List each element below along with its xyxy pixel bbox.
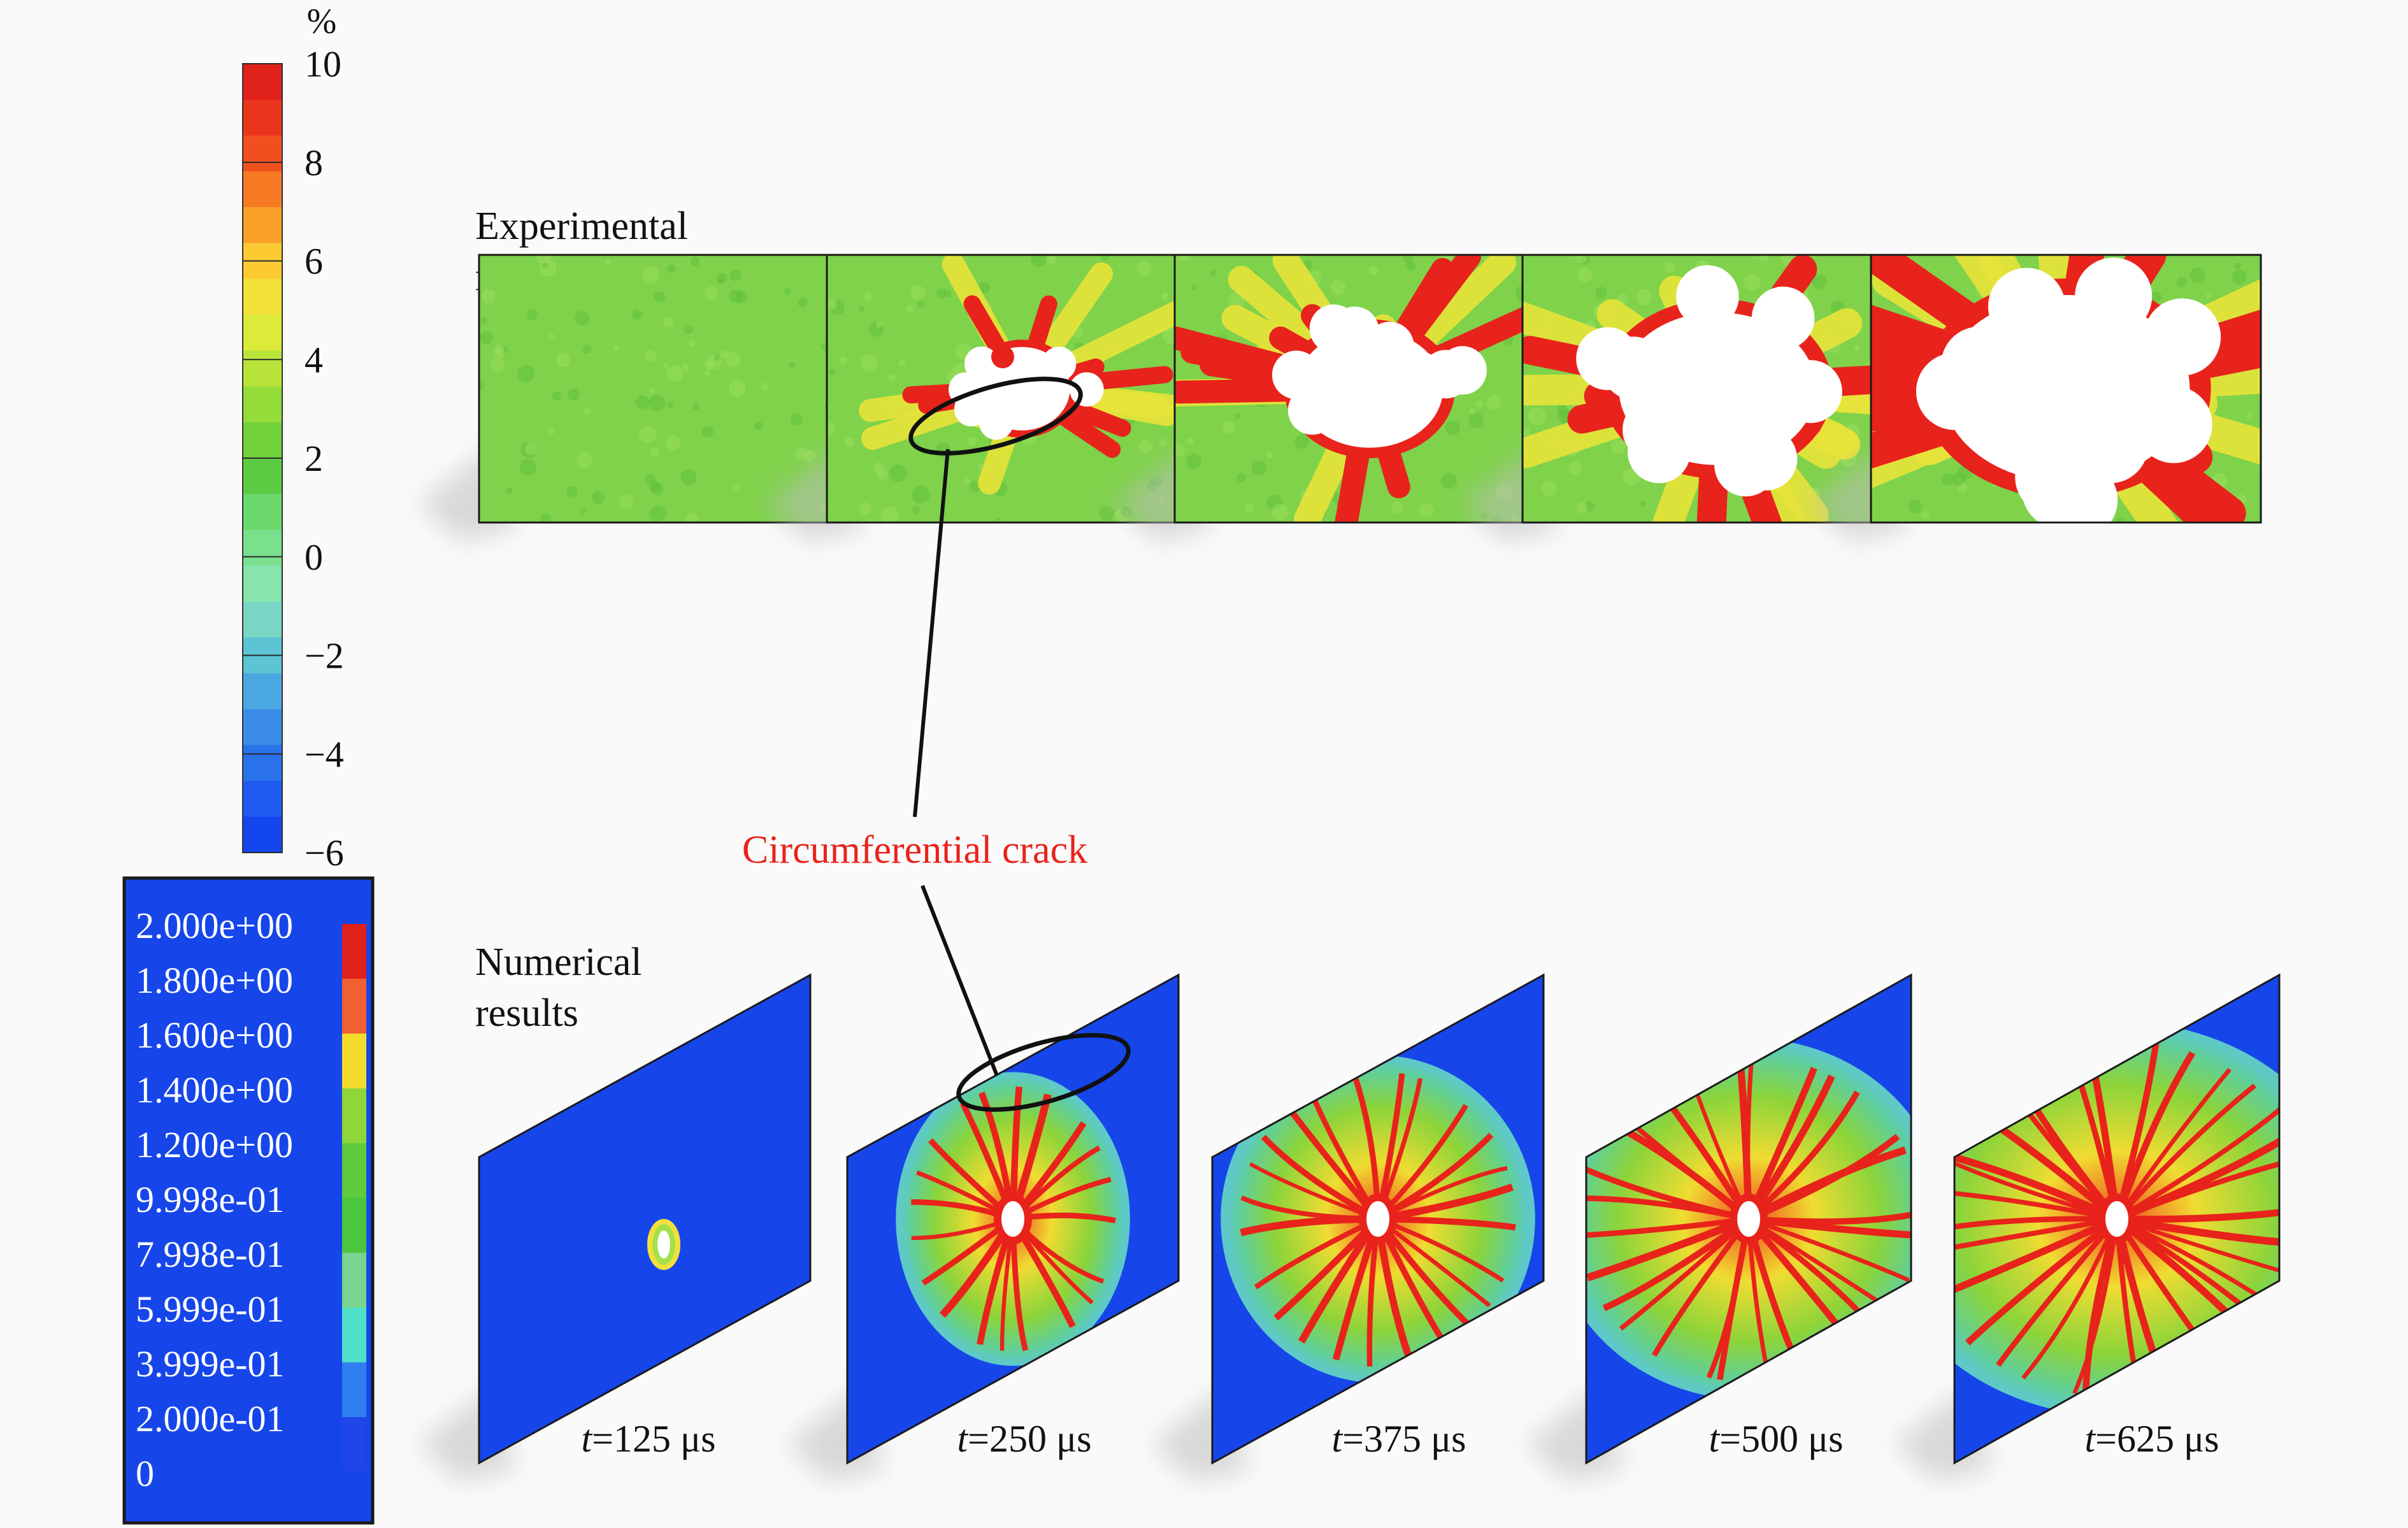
- crack-annotation: Circumferential crack: [742, 377, 1131, 1112]
- exp-panel-1: [419, 254, 870, 542]
- leader-line-top: [913, 449, 950, 818]
- colorbar-swatch: [243, 135, 282, 172]
- legend-label: 1.800e+00: [136, 960, 293, 1001]
- colorbar-tick-label: 6: [305, 241, 323, 282]
- legend-label: 1.200e+00: [136, 1124, 293, 1165]
- legend-swatch: [342, 1417, 366, 1472]
- legend-label: 5.999e-01: [136, 1288, 285, 1330]
- colorbar-swatch: [243, 458, 282, 495]
- num-panel-3: [1152, 973, 1545, 1482]
- legend-swatch: [342, 1198, 366, 1253]
- colorbar-swatch: [243, 64, 282, 101]
- colorbar-swatch: [243, 530, 282, 566]
- time-label-4: t=500 μs: [1709, 1418, 1843, 1460]
- legend-label: 2.000e-01: [136, 1398, 285, 1439]
- exp-panel-3: [1114, 254, 1566, 542]
- colorbar-tick-label: 4: [305, 339, 323, 380]
- colorbar-tick-label: 8: [305, 142, 323, 184]
- crack-ellipse-numerical: [956, 1033, 1131, 1112]
- legend-swatch: [342, 1034, 366, 1088]
- colorbar-swatch: [243, 99, 282, 136]
- legend-swatch: [342, 979, 366, 1034]
- legend-box: [122, 876, 375, 1525]
- time-label-3: t=375 μs: [1331, 1418, 1466, 1460]
- circumferential-crack-label: Circumferential crack: [742, 828, 1087, 872]
- legend-label: 1.400e+00: [136, 1069, 293, 1111]
- colorbar-swatch: [243, 745, 282, 782]
- damage-legend: 2.000e+00 1.800e+00 1.600e+00 1.400e+00 1.20…: [122, 876, 375, 1525]
- time-label-1: t=125 μs: [581, 1418, 715, 1460]
- colorbar-tick-label: 0: [305, 537, 323, 578]
- exp-panel-4: [1462, 254, 1914, 542]
- colorbar-unit-label: %: [307, 2, 337, 41]
- num-panel-1: [419, 973, 812, 1482]
- exp-panel-5: [1810, 254, 2262, 542]
- legend-swatch: [342, 1088, 366, 1143]
- colorbar-swatch: [243, 494, 282, 531]
- legend-label: 0: [136, 1453, 154, 1494]
- colorbar-swatch: [243, 565, 282, 603]
- colorbar-swatch: [243, 207, 282, 244]
- colorbar-tick-label: −6: [305, 832, 344, 874]
- exp-panel-2: [766, 254, 1218, 542]
- colorbar-swatch: [243, 422, 282, 459]
- crack-ellipse-experimental: [908, 377, 1083, 456]
- colorbar-tick-labels: 10 8 6 4 2 0 −2 −4 −6: [305, 43, 344, 874]
- colorbar-swatch: [243, 673, 282, 710]
- legend-swatch: [342, 1362, 366, 1417]
- legend-label: 1.600e+00: [136, 1014, 293, 1056]
- colorbar-tick-label: −2: [305, 635, 344, 677]
- legend-label: 7.998e-01: [136, 1234, 285, 1275]
- colorbar-tick-label: 2: [305, 438, 323, 479]
- colorbar-swatch: [243, 171, 282, 208]
- time-labels: t=125 μs t=250 μs t=375 μs t=500 μs t=625 μs: [581, 1418, 2219, 1460]
- colorbar-swatch: [243, 781, 282, 818]
- num-panel-2: [787, 973, 1180, 1482]
- legend-swatch: [342, 1308, 366, 1362]
- colorbar-swatch: [243, 602, 282, 638]
- legend-swatch: [342, 1253, 366, 1308]
- time-label-5: t=625 μs: [2084, 1418, 2219, 1460]
- strain-colorbar: [242, 63, 283, 853]
- numerical-panels: [419, 973, 2281, 1482]
- num-panel-4: [1526, 973, 1912, 1482]
- legend-swatch: [342, 1143, 366, 1198]
- colorbar-tick-label: 10: [305, 43, 341, 85]
- leader-line-bottom: [921, 884, 999, 1077]
- colorbar-swatch: [243, 278, 282, 315]
- legend-swatch: [342, 924, 366, 979]
- legend-label: 9.998e-01: [136, 1179, 285, 1220]
- legend-label: 3.999e-01: [136, 1343, 285, 1385]
- colorbar-tick-label: −4: [305, 733, 344, 775]
- num-panel-5: [1894, 973, 2281, 1482]
- colorbar-swatch: [243, 314, 282, 352]
- colorbar-swatch: [243, 350, 282, 387]
- colorbar-swatch: [243, 386, 282, 423]
- colorbar-swatch: [243, 816, 282, 853]
- colorbar-swatch: [243, 709, 282, 746]
- numerical-row-title: Numerical results: [475, 941, 652, 1035]
- experimental-panels: [419, 254, 2262, 542]
- time-label-2: t=250 μs: [957, 1418, 1091, 1460]
- legend-label: 2.000e+00: [136, 905, 293, 946]
